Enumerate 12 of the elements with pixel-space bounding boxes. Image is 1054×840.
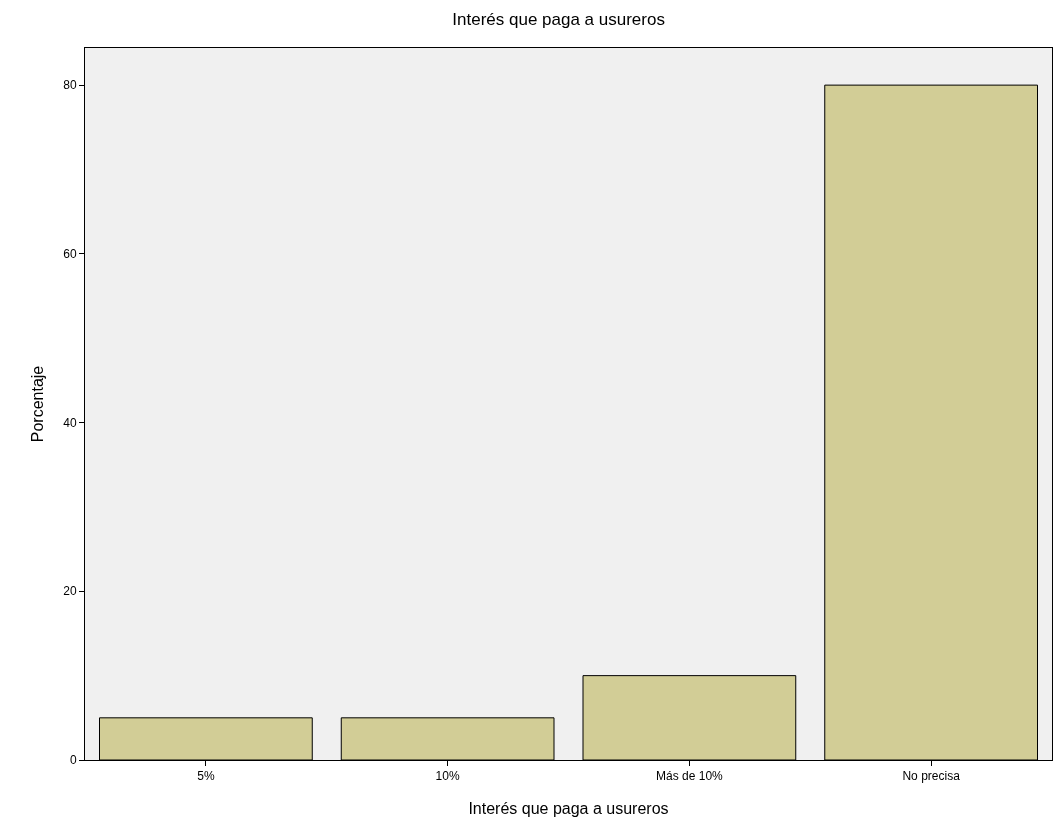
x-tick-label: 5%: [197, 769, 215, 784]
y-axis-title: Porcentaje: [29, 365, 47, 443]
x-tick-label: Más de 10%: [656, 769, 724, 784]
y-tick-label: 60: [63, 247, 77, 262]
chart-title: Interés que paga a usureros: [452, 9, 665, 29]
y-tick-label: 40: [63, 415, 77, 430]
y-tick-label: 80: [63, 78, 77, 93]
y-tick-label: 20: [63, 584, 77, 599]
x-tick-label: 10%: [435, 769, 460, 784]
y-tick-label: 0: [69, 753, 77, 768]
x-tick-label: No precisa: [902, 769, 961, 784]
x-axis-title: Interés que paga a usureros: [468, 800, 669, 818]
